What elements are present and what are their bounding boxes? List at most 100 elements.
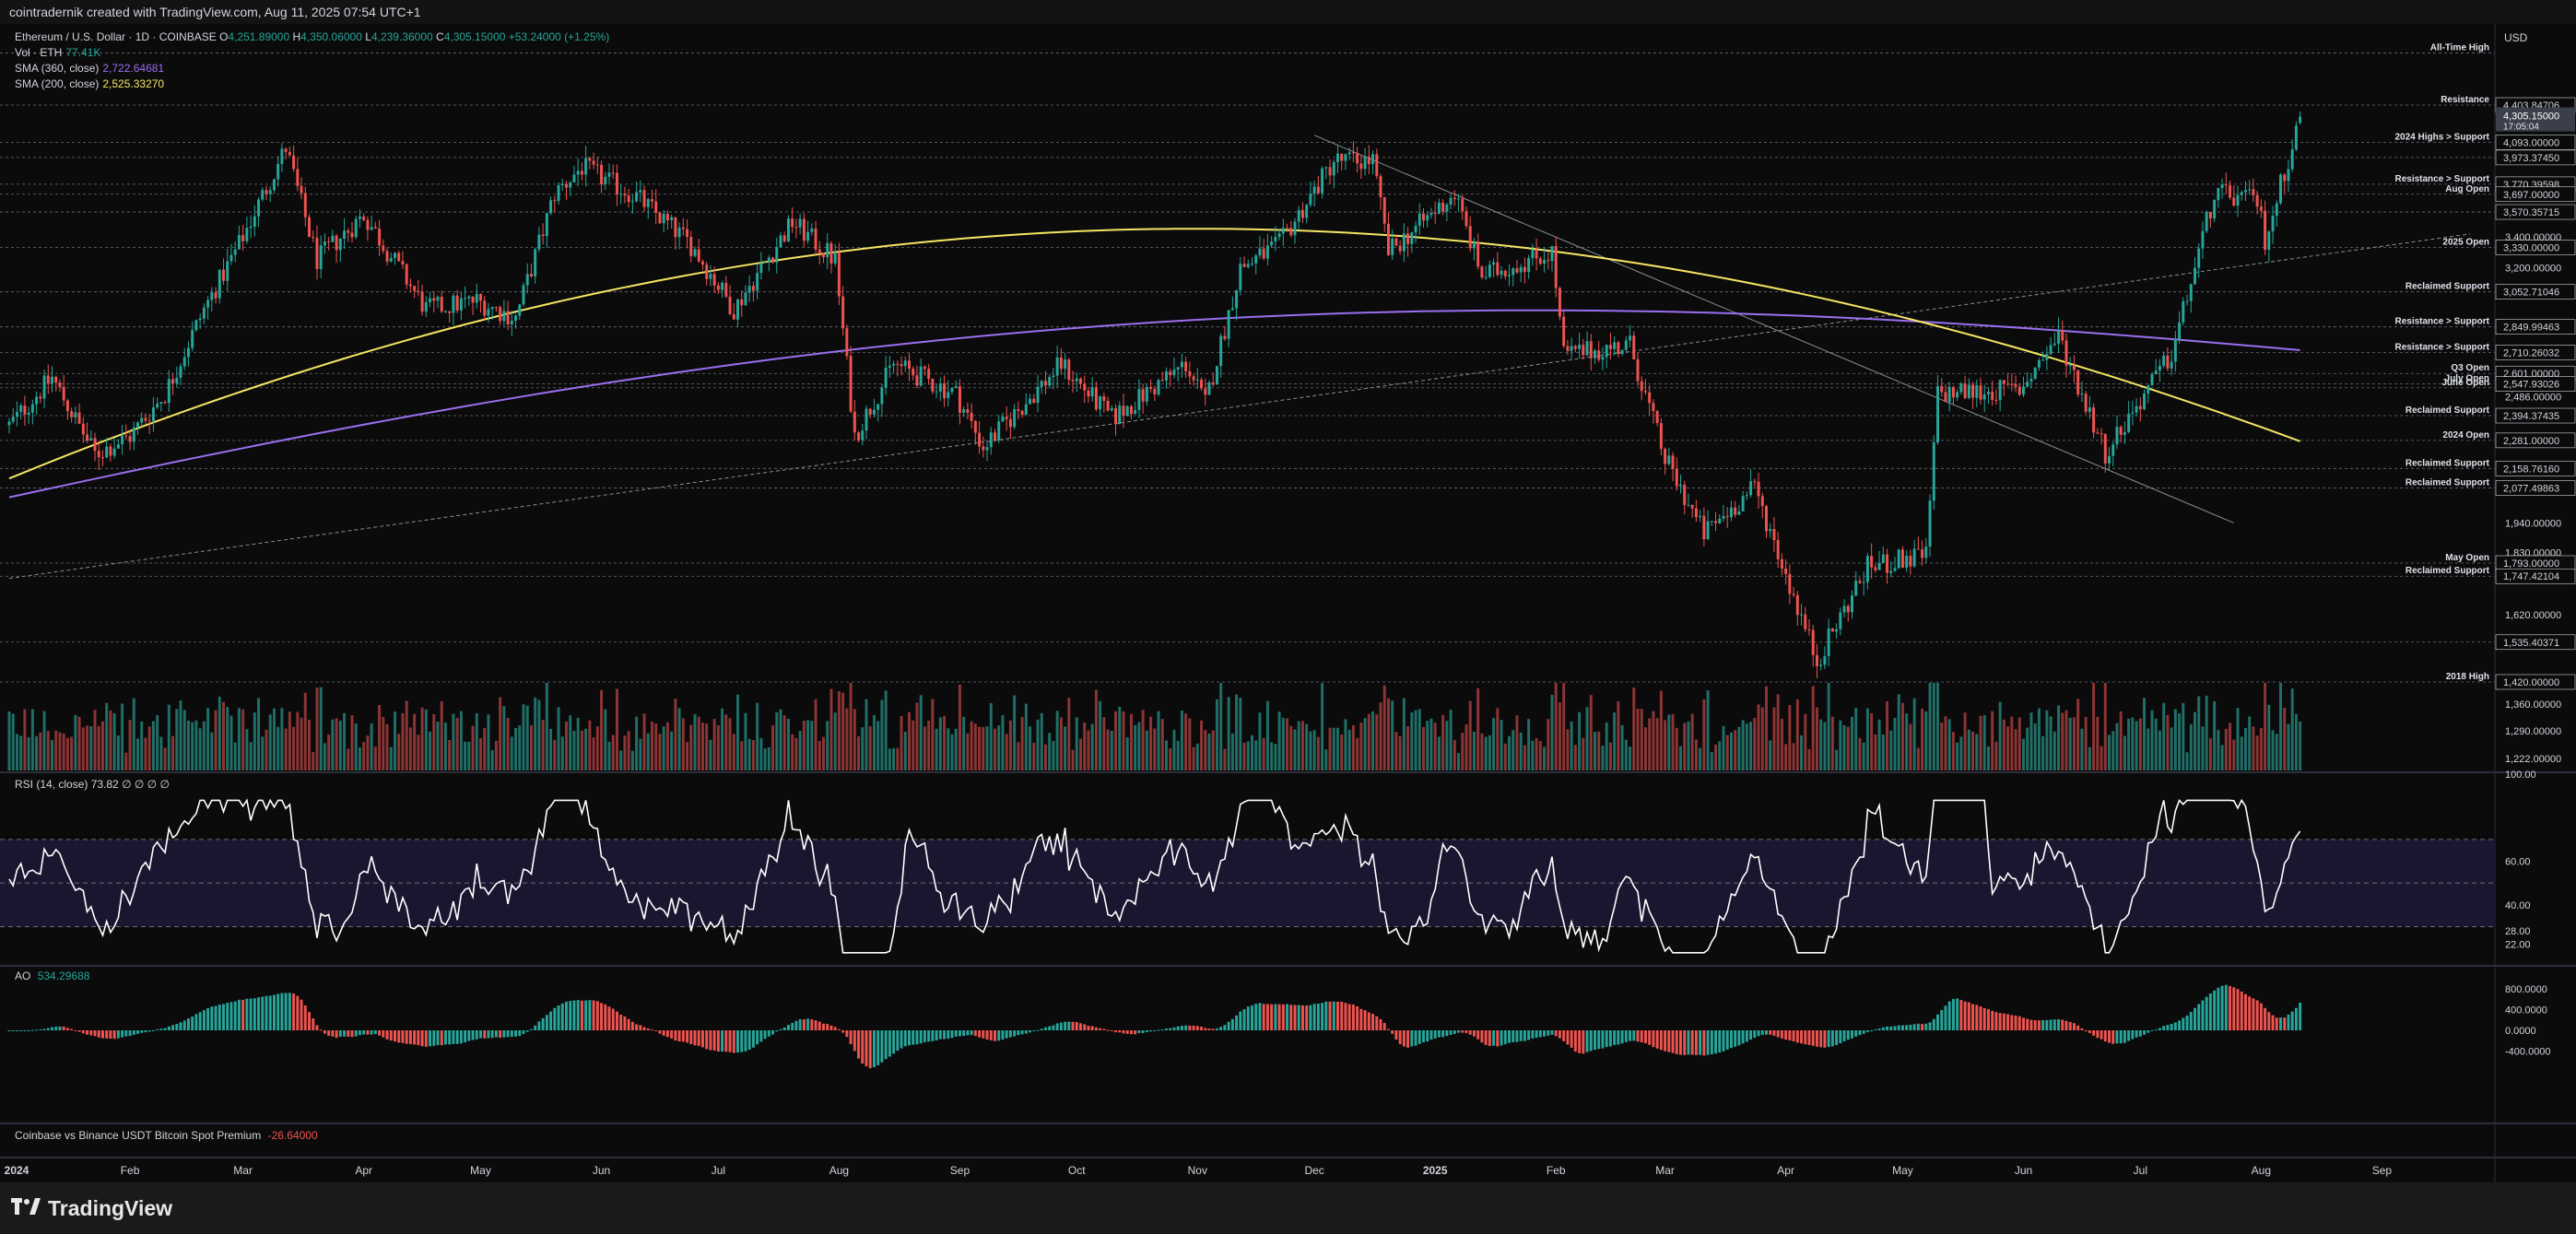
volume-bar bbox=[2100, 746, 2103, 770]
ao-bar bbox=[1508, 1030, 1511, 1043]
ao-bar bbox=[1239, 1011, 1242, 1030]
candle-body bbox=[2182, 301, 2185, 323]
ao-bar bbox=[2061, 1019, 2064, 1030]
volume-bar bbox=[872, 715, 876, 770]
candle-body bbox=[42, 375, 46, 399]
volume-bar bbox=[1886, 701, 1889, 770]
candle-body bbox=[1640, 381, 1643, 392]
ao-bar bbox=[1776, 1030, 1780, 1038]
volume-bar bbox=[1013, 695, 1017, 770]
volume-bar bbox=[373, 746, 377, 770]
volume-bar bbox=[2240, 736, 2243, 770]
ao-bar bbox=[373, 1030, 377, 1035]
ao-bar bbox=[1578, 1030, 1582, 1053]
volume-bar bbox=[132, 698, 135, 770]
volume-bar bbox=[1671, 714, 1675, 770]
candle-body bbox=[1846, 605, 1850, 613]
volume-bar bbox=[1648, 718, 1652, 770]
ao-bar bbox=[109, 1030, 112, 1040]
volume-bar bbox=[296, 711, 300, 770]
candle-body bbox=[335, 235, 338, 251]
ohlc-change: +53.24000 (+1.25%) bbox=[508, 30, 610, 43]
candle-body bbox=[1293, 221, 1297, 236]
ao-bar bbox=[506, 1030, 510, 1038]
ao-bar bbox=[1835, 1030, 1839, 1046]
level-price-tag bbox=[2495, 461, 2576, 476]
volume-bar bbox=[1940, 722, 1944, 770]
ao-bar bbox=[849, 1030, 853, 1044]
volume-bar bbox=[943, 715, 947, 770]
candle-body bbox=[572, 174, 576, 182]
candle-body bbox=[1928, 500, 1932, 547]
volume-bar bbox=[2264, 683, 2267, 770]
ao-bar bbox=[23, 1030, 27, 1031]
symbol-title: Ethereum / U.S. Dollar · 1D · COINBASE bbox=[15, 30, 217, 43]
ao-bar bbox=[459, 1030, 463, 1044]
candle-body bbox=[112, 448, 116, 456]
volume-bar bbox=[417, 735, 420, 770]
ao-bar bbox=[763, 1030, 767, 1040]
volume-bar bbox=[276, 726, 280, 770]
volume-bar bbox=[763, 748, 767, 770]
ao-bar bbox=[1769, 1030, 1772, 1035]
candle-body bbox=[732, 313, 735, 320]
candle-body bbox=[300, 185, 303, 194]
volume-bar bbox=[1523, 745, 1526, 770]
volume-bar bbox=[1192, 746, 1195, 770]
volume-bar bbox=[1601, 746, 1605, 770]
candle-body bbox=[686, 229, 689, 238]
ao-bar bbox=[1648, 1030, 1652, 1045]
candle-body bbox=[1200, 379, 1204, 389]
candle-body bbox=[1725, 515, 1729, 518]
candle-body bbox=[303, 193, 307, 217]
volume-bar bbox=[1636, 709, 1640, 770]
candle-body bbox=[642, 190, 646, 207]
candle-body bbox=[1827, 628, 1830, 656]
candle-body bbox=[417, 290, 420, 292]
candle-body bbox=[1620, 349, 1624, 355]
volume-bar bbox=[210, 732, 214, 770]
ao-bar bbox=[1558, 1030, 1561, 1039]
volume-bar bbox=[1500, 720, 1503, 770]
ao-bar bbox=[1659, 1030, 1663, 1051]
ao-bar bbox=[619, 1014, 623, 1030]
candle-body bbox=[2252, 189, 2255, 195]
volume-bar bbox=[1842, 724, 1846, 770]
candle-body bbox=[553, 200, 557, 202]
time-tick: Aug bbox=[829, 1164, 849, 1177]
ao-bar bbox=[1620, 1030, 1624, 1044]
ao-bar bbox=[2264, 1007, 2267, 1030]
volume-bar bbox=[1508, 735, 1511, 770]
volume-bar bbox=[443, 722, 447, 770]
candle-body bbox=[23, 405, 27, 415]
volume-bar bbox=[401, 712, 405, 770]
level-price-tag bbox=[2495, 376, 2576, 392]
ao-bar bbox=[2115, 1030, 2119, 1044]
volume-bar bbox=[1905, 713, 1909, 770]
ao-bar bbox=[405, 1030, 408, 1044]
candle-body bbox=[1227, 310, 1230, 339]
ao-bar bbox=[81, 1030, 85, 1034]
ao-bar bbox=[1959, 1000, 1963, 1030]
volume-bar bbox=[459, 711, 463, 770]
ao-bar bbox=[510, 1030, 513, 1037]
volume-bar bbox=[1547, 719, 1550, 770]
volume-bar bbox=[2115, 723, 2119, 770]
chart-credit: cointradernik created with TradingView.c… bbox=[0, 0, 2576, 24]
tradingview-logo[interactable]: TradingView bbox=[11, 1195, 172, 1221]
volume-bar bbox=[1699, 747, 1702, 770]
candle-body bbox=[1991, 391, 1994, 400]
volume-bar bbox=[759, 737, 763, 770]
volume-bar bbox=[198, 728, 202, 770]
candle-body bbox=[1757, 481, 1760, 497]
ao-bar bbox=[1924, 1023, 1928, 1030]
ao-bar bbox=[1347, 1004, 1351, 1030]
ao-tick: 0.0000 bbox=[2505, 1026, 2536, 1037]
ao-bar bbox=[2123, 1030, 2126, 1043]
ao-bar bbox=[42, 1028, 46, 1030]
ao-bar bbox=[814, 1020, 817, 1030]
volume-bar bbox=[1511, 730, 1515, 770]
candle-body bbox=[499, 307, 502, 322]
rsi-tick: 40.00 bbox=[2505, 900, 2531, 911]
